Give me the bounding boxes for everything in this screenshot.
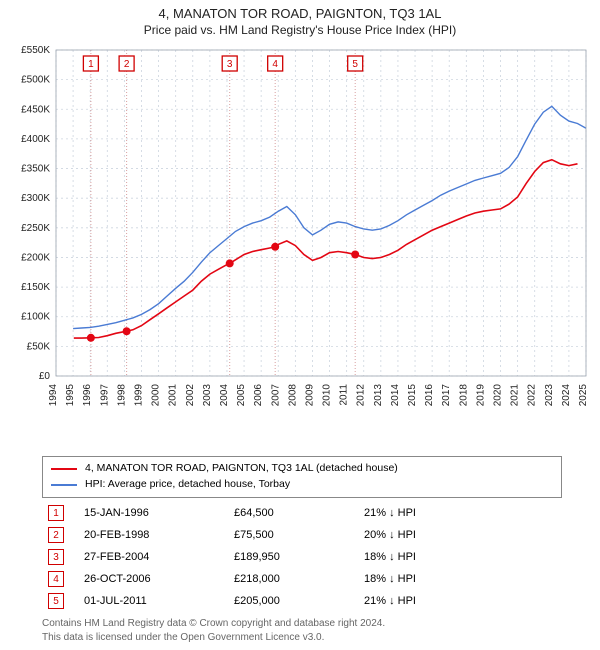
txn-price: £189,950: [228, 546, 358, 568]
txn-row-marker: 1: [48, 505, 64, 521]
footer-line1: Contains HM Land Registry data © Crown c…: [42, 617, 562, 631]
x-tick-label: 2025: [578, 384, 589, 407]
legend-row: HPI: Average price, detached house, Torb…: [51, 477, 553, 493]
subtitle: Price paid vs. HM Land Registry's House …: [0, 23, 600, 37]
txn-dot: [226, 259, 234, 267]
table-row: 4 26-OCT-2006£218,00018% ↓ HPI: [42, 568, 562, 590]
legend-swatch: [51, 468, 77, 470]
footer-attribution: Contains HM Land Registry data © Crown c…: [42, 617, 562, 644]
txn-marker-label: 1: [88, 59, 94, 70]
txn-price: £64,500: [228, 502, 358, 524]
txn-row-marker: 2: [48, 527, 64, 543]
x-tick-label: 2018: [458, 384, 469, 407]
chart-area: £0 £50K £100K £150K £200K £250K £300K £350K £400…: [8, 44, 592, 414]
txn-price: £75,500: [228, 524, 358, 546]
txn-marker-label: 3: [227, 59, 233, 70]
txn-diff: 21% ↓ HPI: [358, 590, 562, 612]
txn-dot: [271, 243, 279, 251]
y-tick-label: £450K: [21, 104, 50, 115]
y-tick-label: £400K: [21, 134, 50, 145]
y-tick-label: £300K: [21, 193, 50, 204]
y-tick-label: £150K: [21, 282, 50, 293]
x-tick-label: 2010: [322, 384, 333, 407]
txn-dot: [123, 327, 131, 335]
txn-marker-label: 4: [272, 59, 278, 70]
y-tick-label: £0: [39, 371, 51, 382]
legend: 4, MANATON TOR ROAD, PAIGNTON, TQ3 1AL (…: [42, 456, 562, 498]
x-tick-label: 2004: [219, 384, 230, 407]
x-tick-label: 2017: [441, 384, 452, 407]
x-tick-label: 2000: [151, 384, 162, 407]
x-tick-label: 2002: [185, 384, 196, 407]
series-property: [74, 160, 578, 338]
y-tick-label: £250K: [21, 223, 50, 234]
txn-dot: [351, 250, 359, 258]
txn-row-marker: 3: [48, 549, 64, 565]
x-tick-label: 1999: [133, 384, 144, 407]
x-tick-label: 1997: [99, 384, 110, 407]
y-tick-label: £350K: [21, 164, 50, 175]
x-tick-label: 2011: [339, 384, 350, 406]
x-tick-label: 2021: [510, 384, 521, 407]
txn-diff: 18% ↓ HPI: [358, 546, 562, 568]
x-tick-label: 1998: [116, 384, 127, 407]
footer-line2: This data is licensed under the Open Gov…: [42, 631, 562, 645]
txn-marker-label: 5: [352, 59, 358, 70]
x-tick-label: 1996: [82, 384, 93, 407]
table-row: 3 27-FEB-2004£189,95018% ↓ HPI: [42, 546, 562, 568]
x-tick-label: 2014: [390, 384, 401, 407]
x-tick-label: 2012: [356, 384, 367, 407]
txn-marker-label: 2: [124, 59, 130, 70]
x-tick-label: 2024: [561, 384, 572, 407]
x-tick-label: 2009: [304, 384, 315, 407]
x-tick-label: 1994: [48, 384, 59, 407]
legend-row: 4, MANATON TOR ROAD, PAIGNTON, TQ3 1AL (…: [51, 461, 553, 477]
txn-diff: 18% ↓ HPI: [358, 568, 562, 590]
table-row: 2 20-FEB-1998£75,50020% ↓ HPI: [42, 524, 562, 546]
txn-diff: 20% ↓ HPI: [358, 524, 562, 546]
table-row: 5 01-JUL-2011£205,00021% ↓ HPI: [42, 590, 562, 612]
legend-label: HPI: Average price, detached house, Torb…: [85, 477, 290, 493]
table-row: 1 15-JAN-1996£64,50021% ↓ HPI: [42, 502, 562, 524]
txn-date: 26-OCT-2006: [78, 568, 228, 590]
y-tick-label: £100K: [21, 312, 50, 323]
txn-date: 20-FEB-1998: [78, 524, 228, 546]
legend-label: 4, MANATON TOR ROAD, PAIGNTON, TQ3 1AL (…: [85, 461, 398, 477]
txn-row-marker: 4: [48, 571, 64, 587]
x-tick-label: 2005: [236, 384, 247, 407]
chart-svg: £0 £50K £100K £150K £200K £250K £300K £350K £400…: [8, 44, 592, 414]
x-tick-label: 2022: [527, 384, 538, 407]
x-tick-label: 2001: [168, 384, 179, 407]
txn-date: 01-JUL-2011: [78, 590, 228, 612]
x-tick-label: 2019: [475, 384, 486, 407]
legend-swatch: [51, 484, 77, 486]
txn-price: £205,000: [228, 590, 358, 612]
txn-price: £218,000: [228, 568, 358, 590]
txn-row-marker: 5: [48, 593, 64, 609]
x-tick-label: 2015: [407, 384, 418, 407]
x-tick-label: 2020: [493, 384, 504, 407]
y-tick-label: £500K: [21, 75, 50, 86]
y-tick-label: £50K: [27, 341, 51, 352]
transactions-table: 115-JAN-1996£64,50021% ↓ HPI220-FEB-1998…: [42, 502, 562, 612]
txn-date: 27-FEB-2004: [78, 546, 228, 568]
address-title: 4, MANATON TOR ROAD, PAIGNTON, TQ3 1AL: [0, 6, 600, 21]
txn-date: 15-JAN-1996: [78, 502, 228, 524]
x-tick-label: 2008: [287, 384, 298, 407]
title-block: 4, MANATON TOR ROAD, PAIGNTON, TQ3 1AL P…: [0, 0, 600, 37]
x-tick-label: 2016: [424, 384, 435, 407]
txn-dot: [87, 334, 95, 342]
txn-diff: 21% ↓ HPI: [358, 502, 562, 524]
y-tick-label: £200K: [21, 252, 50, 263]
y-tick-label: £550K: [21, 45, 50, 56]
x-tick-label: 2006: [253, 384, 264, 407]
x-tick-label: 2023: [544, 384, 555, 407]
x-tick-label: 2007: [270, 384, 281, 407]
x-tick-label: 1995: [65, 384, 76, 407]
x-tick-label: 2013: [373, 384, 384, 407]
x-tick-label: 2003: [202, 384, 213, 407]
